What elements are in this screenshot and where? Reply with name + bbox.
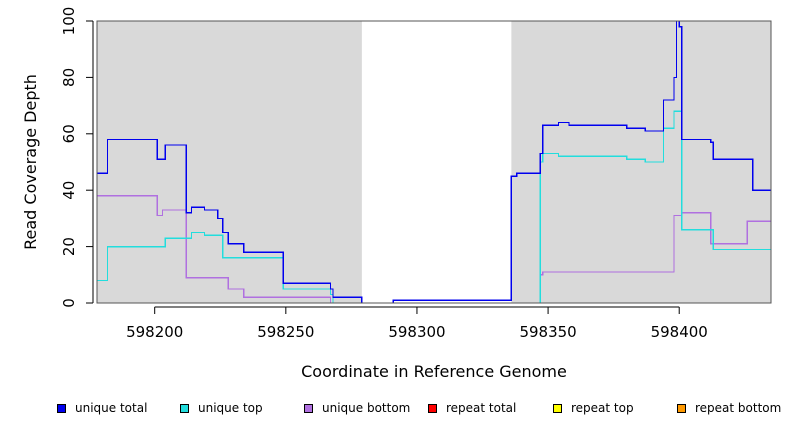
plot-frame <box>96 20 772 304</box>
legend-swatch <box>677 403 686 413</box>
legend-label: unique top <box>198 401 263 415</box>
x-axis-title: Coordinate in Reference Genome <box>301 362 567 381</box>
legend-label: unique bottom <box>322 401 411 415</box>
x-tick-label: 598250 <box>257 323 314 341</box>
legend-label: repeat total <box>446 401 517 415</box>
y-axis: 0 20 40 60 80 100 <box>60 7 94 308</box>
legend-swatch <box>57 403 66 413</box>
legend-swatch <box>428 403 437 413</box>
y-axis-title: Read Coverage Depth <box>21 74 40 250</box>
legend-label: unique total <box>75 401 148 415</box>
y-tick-label: 60 <box>60 124 78 143</box>
coverage-chart: 598200 598250 598300 598350 598400 0 20 40 60 80… <box>21 7 772 381</box>
shaded-region-0 <box>97 21 362 303</box>
shaded-region-1 <box>511 21 771 303</box>
x-tick-label: 598400 <box>651 323 708 341</box>
legend-swatch <box>304 403 313 413</box>
y-tick-label: 80 <box>60 68 78 87</box>
x-axis: 598200 598250 598300 598350 598400 <box>126 306 708 341</box>
legend-item-repeat-bottom: repeat bottom <box>677 398 781 418</box>
legend-item-unique-total: unique total <box>57 398 147 418</box>
shaded-regions <box>97 21 771 303</box>
y-tick-label: 100 <box>60 7 78 36</box>
legend-item-repeat-top: repeat top <box>553 398 634 418</box>
y-tick-label: 40 <box>60 181 78 200</box>
x-tick-label: 598350 <box>519 323 576 341</box>
legend-label: repeat bottom <box>695 401 782 415</box>
x-tick-label: 598300 <box>388 323 445 341</box>
legend-label: repeat top <box>571 401 634 415</box>
x-tick-label: 598200 <box>126 323 183 341</box>
y-tick-label: 0 <box>60 298 78 308</box>
legend-item-repeat-total: repeat total <box>428 398 516 418</box>
legend-swatch <box>553 403 562 413</box>
legend-swatch <box>180 403 189 413</box>
legend: unique total unique top unique bottom repea… <box>0 398 792 420</box>
legend-item-unique-bottom: unique bottom <box>304 398 410 418</box>
legend-item-unique-top: unique top <box>180 398 263 418</box>
y-tick-label: 20 <box>60 237 78 256</box>
